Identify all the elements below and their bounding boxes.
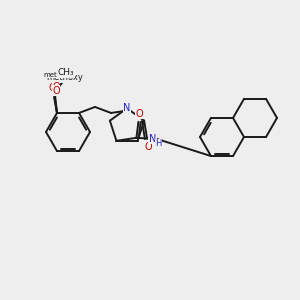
Text: O: O	[48, 83, 56, 93]
Text: CH₃: CH₃	[58, 68, 74, 77]
Text: O: O	[52, 86, 60, 96]
Text: methoxy: methoxy	[46, 74, 83, 82]
Text: O: O	[136, 109, 143, 119]
Text: methoxy: methoxy	[44, 72, 74, 78]
Text: N: N	[149, 134, 156, 144]
Text: H: H	[155, 139, 162, 148]
Text: O: O	[51, 84, 59, 94]
Text: O: O	[52, 82, 60, 92]
Text: N: N	[123, 103, 131, 113]
Text: O: O	[144, 142, 152, 152]
